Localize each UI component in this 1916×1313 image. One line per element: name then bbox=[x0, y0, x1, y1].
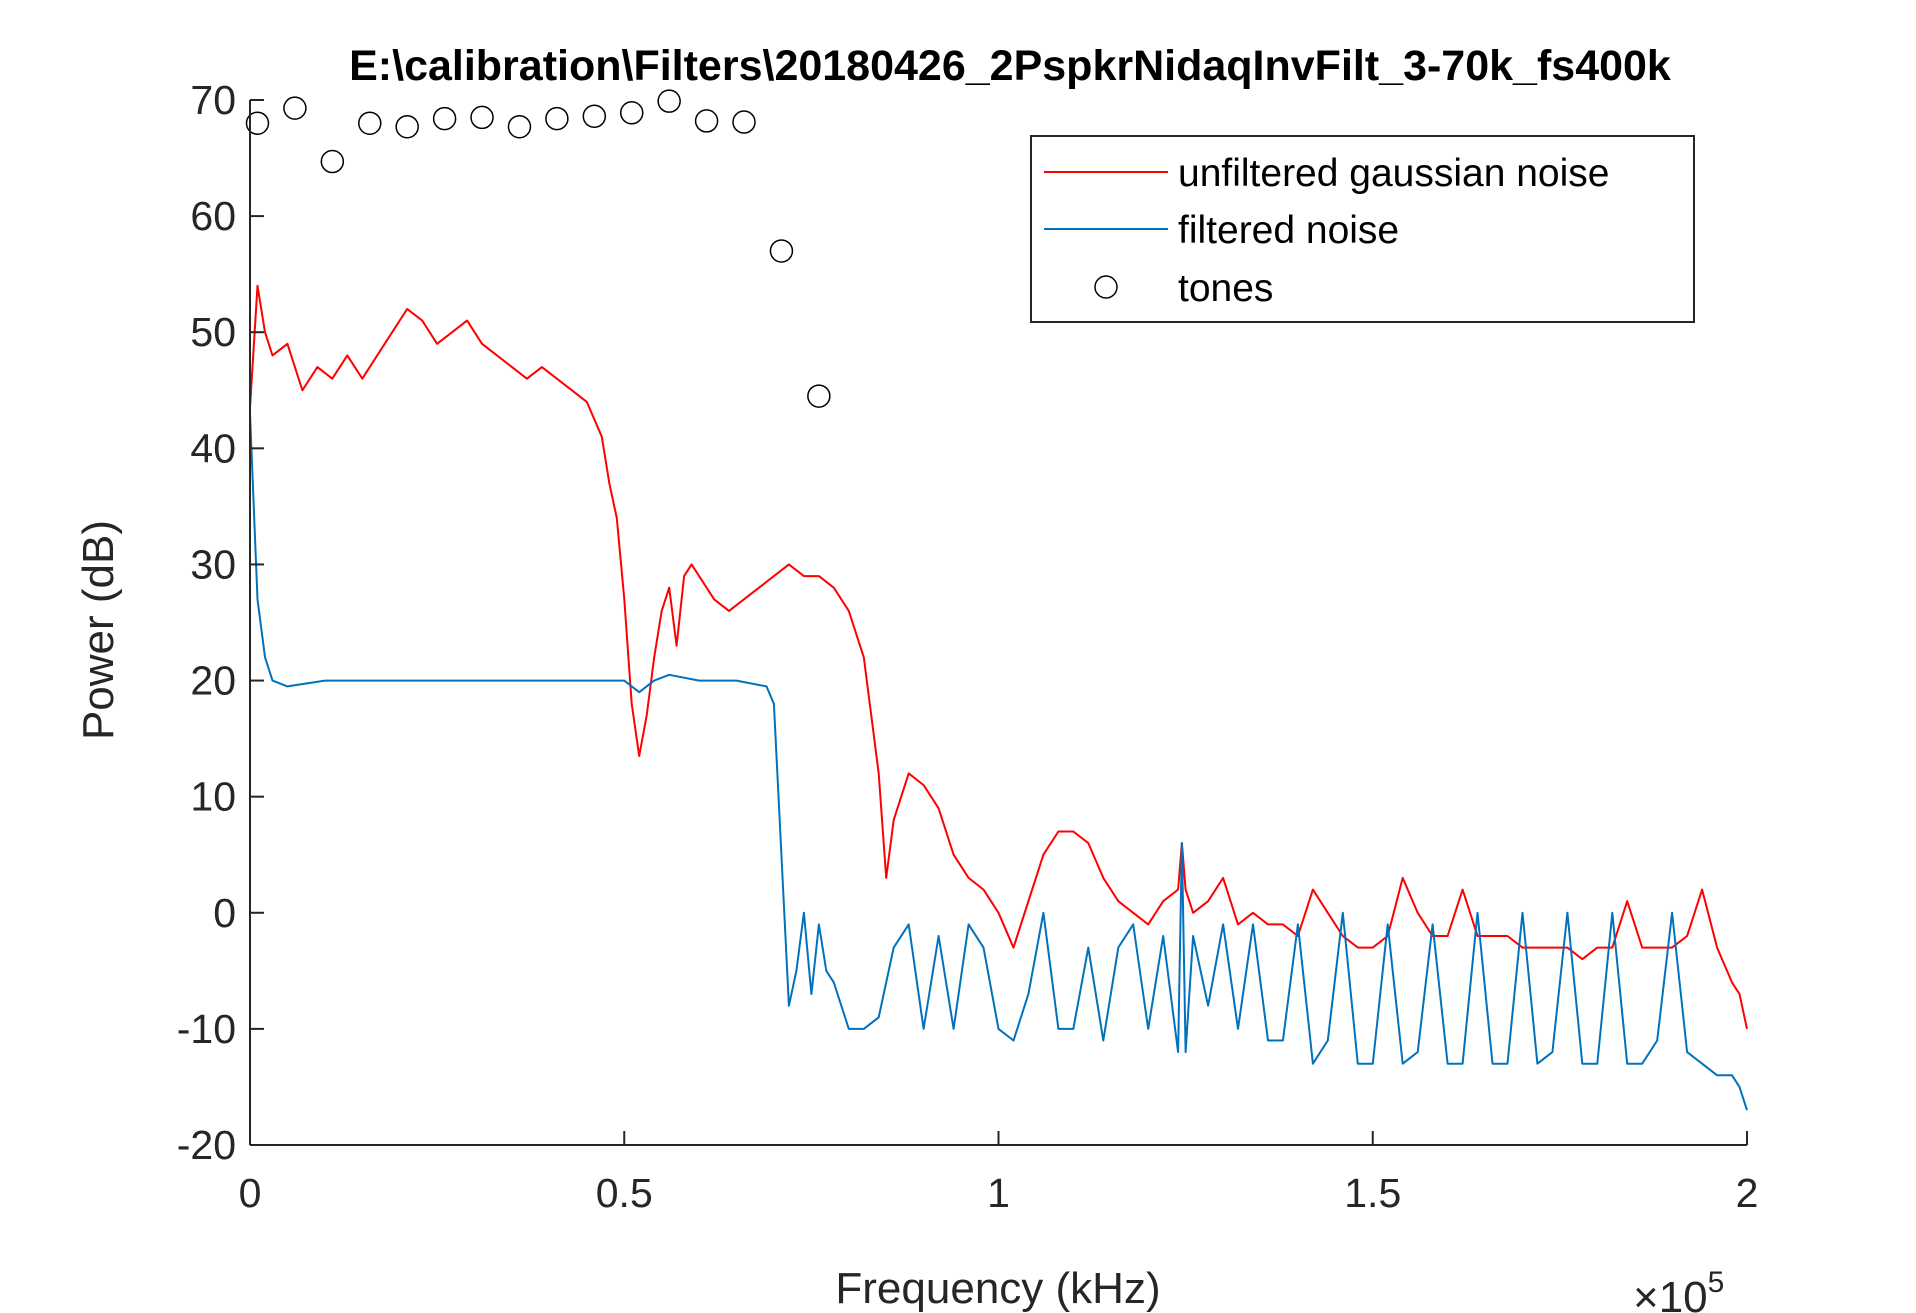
x-tick-label: 0.5 bbox=[596, 1170, 653, 1216]
tone-point bbox=[432, 106, 457, 131]
tone-point bbox=[320, 149, 345, 174]
tone-point bbox=[694, 109, 719, 133]
series-line-filtered bbox=[249, 413, 1748, 1111]
tone-point bbox=[245, 111, 270, 135]
y-tick-label: 70 bbox=[190, 77, 236, 123]
chart-title: E:\calibration\Filters\20180426_2PspkrNi… bbox=[349, 42, 1671, 90]
y-tick-label: 30 bbox=[190, 541, 236, 587]
tone-point bbox=[470, 105, 494, 130]
y-tick-label: -10 bbox=[177, 1006, 236, 1052]
plot-area bbox=[245, 89, 1748, 1111]
y-tick-label: -20 bbox=[177, 1122, 236, 1168]
y-tick-label: 0 bbox=[213, 890, 236, 936]
tone-point bbox=[283, 96, 307, 120]
tone-point bbox=[358, 111, 382, 135]
series-layer bbox=[245, 89, 1748, 1111]
x-exponent-base: ×10 bbox=[1633, 1273, 1708, 1313]
y-ticks: -20 -10 0 10 20 30 40 50 60 70 bbox=[177, 77, 264, 1168]
tone-point bbox=[545, 106, 569, 131]
x-tick-label: 1 bbox=[987, 1170, 1010, 1216]
y-tick-label: 60 bbox=[190, 193, 236, 239]
x-axis-label: Frequency (kHz) bbox=[835, 1264, 1160, 1313]
x-tick-label: 0 bbox=[239, 1170, 262, 1216]
tone-point bbox=[619, 101, 644, 125]
x-tick-label: 1.5 bbox=[1344, 1170, 1401, 1216]
tone-point bbox=[807, 384, 831, 408]
x-exponent-power: 5 bbox=[1708, 1266, 1725, 1299]
tone-point bbox=[395, 114, 419, 139]
x-tick-label: 2 bbox=[1736, 1170, 1759, 1216]
y-tick-label: 20 bbox=[190, 658, 236, 704]
tone-point bbox=[507, 114, 532, 139]
y-tick-label: 50 bbox=[190, 309, 236, 355]
legend-swatch-tones bbox=[1094, 275, 1118, 299]
tone-point bbox=[732, 110, 756, 134]
x-exponent-label: ×105 bbox=[1633, 1266, 1724, 1313]
series-line-unfiltered bbox=[249, 284, 1748, 1030]
y-axis-label: Power (dB) bbox=[74, 520, 123, 740]
x-ticks: 0 0.5 1 1.5 2 bbox=[239, 1131, 1759, 1216]
legend-label-tones: tones bbox=[1178, 267, 1273, 310]
legend: unfiltered gaussian noise filtered noise… bbox=[1030, 135, 1695, 323]
y-tick-label: 10 bbox=[190, 774, 236, 820]
tone-point bbox=[657, 89, 681, 113]
legend-label-unfiltered: unfiltered gaussian noise bbox=[1178, 152, 1609, 195]
tone-point bbox=[582, 104, 607, 129]
tone-point bbox=[769, 239, 794, 263]
legend-label-filtered: filtered noise bbox=[1178, 209, 1399, 252]
y-tick-label: 40 bbox=[190, 425, 236, 471]
